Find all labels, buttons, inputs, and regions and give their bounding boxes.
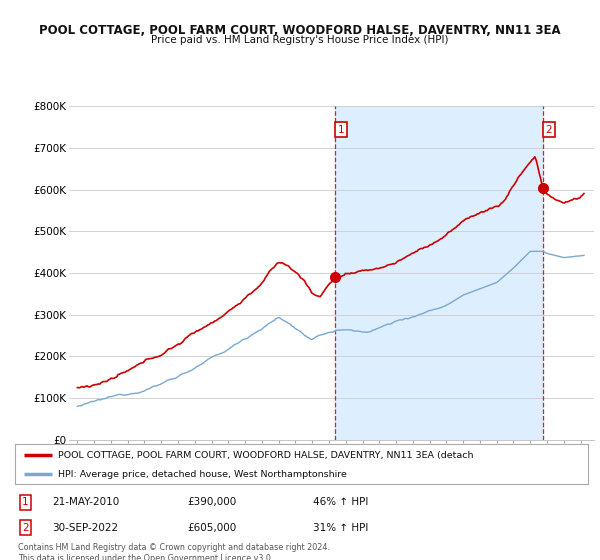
Text: 1: 1 — [338, 125, 344, 135]
Bar — [335, 106, 543, 440]
Text: £605,000: £605,000 — [187, 522, 236, 533]
Text: Contains HM Land Registry data © Crown copyright and database right 2024.
This d: Contains HM Land Registry data © Crown c… — [18, 543, 330, 560]
Text: POOL COTTAGE, POOL FARM COURT, WOODFORD HALSE, DAVENTRY, NN11 3EA (detach: POOL COTTAGE, POOL FARM COURT, WOODFORD … — [58, 451, 473, 460]
Text: 1: 1 — [22, 497, 29, 507]
Text: 2: 2 — [22, 522, 29, 533]
Text: 30-SEP-2022: 30-SEP-2022 — [52, 522, 118, 533]
Text: 2: 2 — [545, 125, 552, 135]
Text: POOL COTTAGE, POOL FARM COURT, WOODFORD HALSE, DAVENTRY, NN11 3EA: POOL COTTAGE, POOL FARM COURT, WOODFORD … — [39, 24, 561, 36]
Text: 46% ↑ HPI: 46% ↑ HPI — [313, 497, 368, 507]
Text: £390,000: £390,000 — [187, 497, 236, 507]
Text: Price paid vs. HM Land Registry's House Price Index (HPI): Price paid vs. HM Land Registry's House … — [151, 35, 449, 45]
Text: 31% ↑ HPI: 31% ↑ HPI — [313, 522, 368, 533]
Text: 21-MAY-2010: 21-MAY-2010 — [52, 497, 119, 507]
Text: HPI: Average price, detached house, West Northamptonshire: HPI: Average price, detached house, West… — [58, 470, 347, 479]
